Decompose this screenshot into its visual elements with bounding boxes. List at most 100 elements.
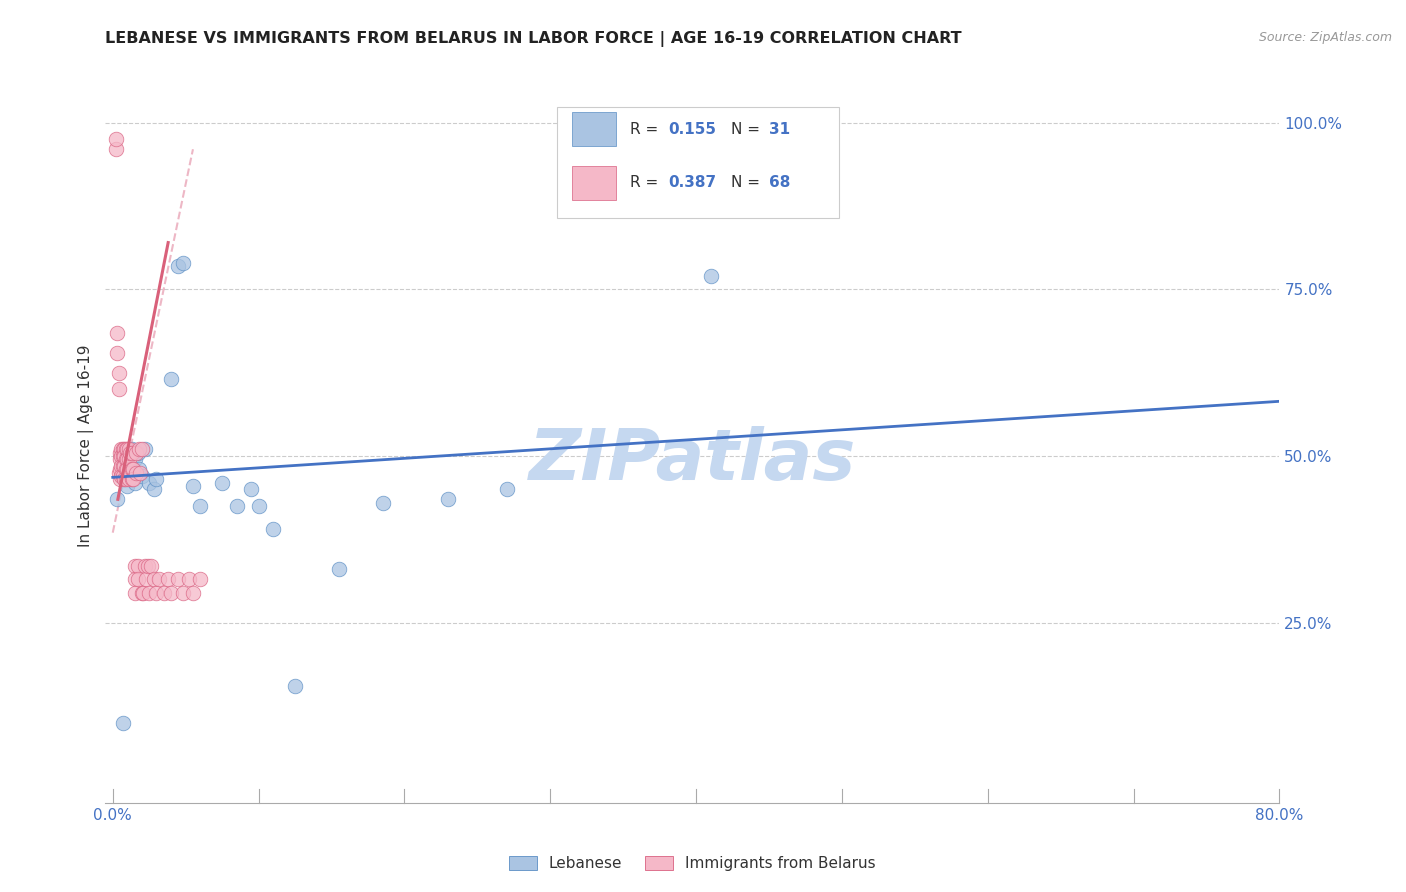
Point (120, 466, 142, 480)
Point (117, 442, 139, 457)
Point (211, 475, 233, 490)
Point (160, 372, 183, 386)
Point (115, 452, 138, 467)
Point (177, 573, 200, 587)
Legend: Lebanese, Immigrants from Belarus: Lebanese, Immigrants from Belarus (503, 849, 882, 877)
Text: R =: R = (630, 175, 664, 190)
Point (172, 255, 194, 269)
Point (136, 559, 159, 574)
Point (118, 442, 141, 457)
Point (108, 462, 131, 476)
Point (131, 442, 153, 457)
Point (124, 452, 146, 467)
Point (284, 679, 307, 693)
Point (120, 445, 142, 459)
Point (128, 462, 150, 476)
Point (111, 442, 134, 457)
Point (124, 573, 146, 587)
Point (188, 499, 211, 513)
Point (111, 458, 134, 473)
Point (167, 573, 190, 587)
Point (124, 585, 146, 599)
Point (108, 452, 131, 467)
Point (148, 573, 170, 587)
Point (125, 466, 148, 480)
Point (129, 466, 152, 480)
Point (115, 462, 138, 476)
Text: 31: 31 (769, 121, 790, 136)
Point (139, 559, 162, 574)
Point (118, 452, 141, 467)
Point (160, 585, 183, 599)
Point (115, 472, 138, 486)
Point (107, 366, 129, 380)
Point (181, 479, 204, 493)
Point (131, 469, 153, 483)
Point (120, 466, 142, 480)
Point (105, 345, 128, 359)
Point (118, 472, 141, 486)
Point (107, 466, 129, 480)
Point (121, 442, 143, 457)
Point (121, 445, 143, 459)
Y-axis label: In Labor Force | Age 16-19: In Labor Force | Age 16-19 (79, 344, 94, 548)
Point (127, 559, 149, 574)
Point (104, 132, 127, 146)
Text: LEBANESE VS IMMIGRANTS FROM BELARUS IN LABOR FORCE | AGE 16-19 CORRELATION CHART: LEBANESE VS IMMIGRANTS FROM BELARUS IN L… (105, 31, 962, 47)
Point (437, 492, 460, 507)
FancyBboxPatch shape (571, 112, 616, 146)
Point (104, 142, 127, 156)
Point (107, 382, 129, 396)
Point (127, 573, 149, 587)
Point (111, 449, 134, 463)
Point (110, 449, 132, 463)
Text: R =: R = (630, 121, 664, 136)
Point (157, 573, 180, 587)
Point (117, 452, 139, 467)
Point (371, 496, 394, 510)
Point (110, 458, 132, 473)
Point (240, 483, 263, 497)
Point (110, 469, 132, 483)
Point (134, 559, 156, 574)
FancyBboxPatch shape (571, 166, 616, 200)
Point (112, 472, 135, 486)
Point (112, 472, 135, 486)
Point (138, 475, 160, 490)
Point (262, 522, 284, 536)
Point (108, 445, 131, 459)
Text: 0.387: 0.387 (668, 175, 716, 190)
Point (142, 483, 165, 497)
Point (135, 573, 157, 587)
Point (495, 483, 517, 497)
Point (131, 585, 153, 599)
Text: Source: ZipAtlas.com: Source: ZipAtlas.com (1258, 31, 1392, 45)
Point (111, 715, 134, 730)
Point (117, 462, 139, 476)
Point (112, 458, 135, 473)
Point (111, 469, 134, 483)
Point (125, 445, 148, 459)
Point (138, 585, 160, 599)
Point (124, 559, 146, 574)
Point (117, 479, 139, 493)
Point (122, 462, 145, 476)
Text: ZIPatlas: ZIPatlas (529, 425, 856, 495)
Text: N =: N = (731, 121, 765, 136)
Point (122, 472, 145, 486)
Point (247, 499, 270, 513)
Point (124, 475, 146, 490)
Point (105, 326, 128, 340)
Point (145, 472, 167, 486)
Point (128, 442, 150, 457)
Text: 0.155: 0.155 (668, 121, 716, 136)
Point (115, 442, 138, 457)
Point (699, 268, 721, 283)
Point (132, 585, 155, 599)
Point (112, 449, 135, 463)
Point (167, 259, 190, 273)
Point (127, 445, 149, 459)
Point (121, 472, 143, 486)
Point (121, 462, 143, 476)
Text: N =: N = (731, 175, 765, 190)
